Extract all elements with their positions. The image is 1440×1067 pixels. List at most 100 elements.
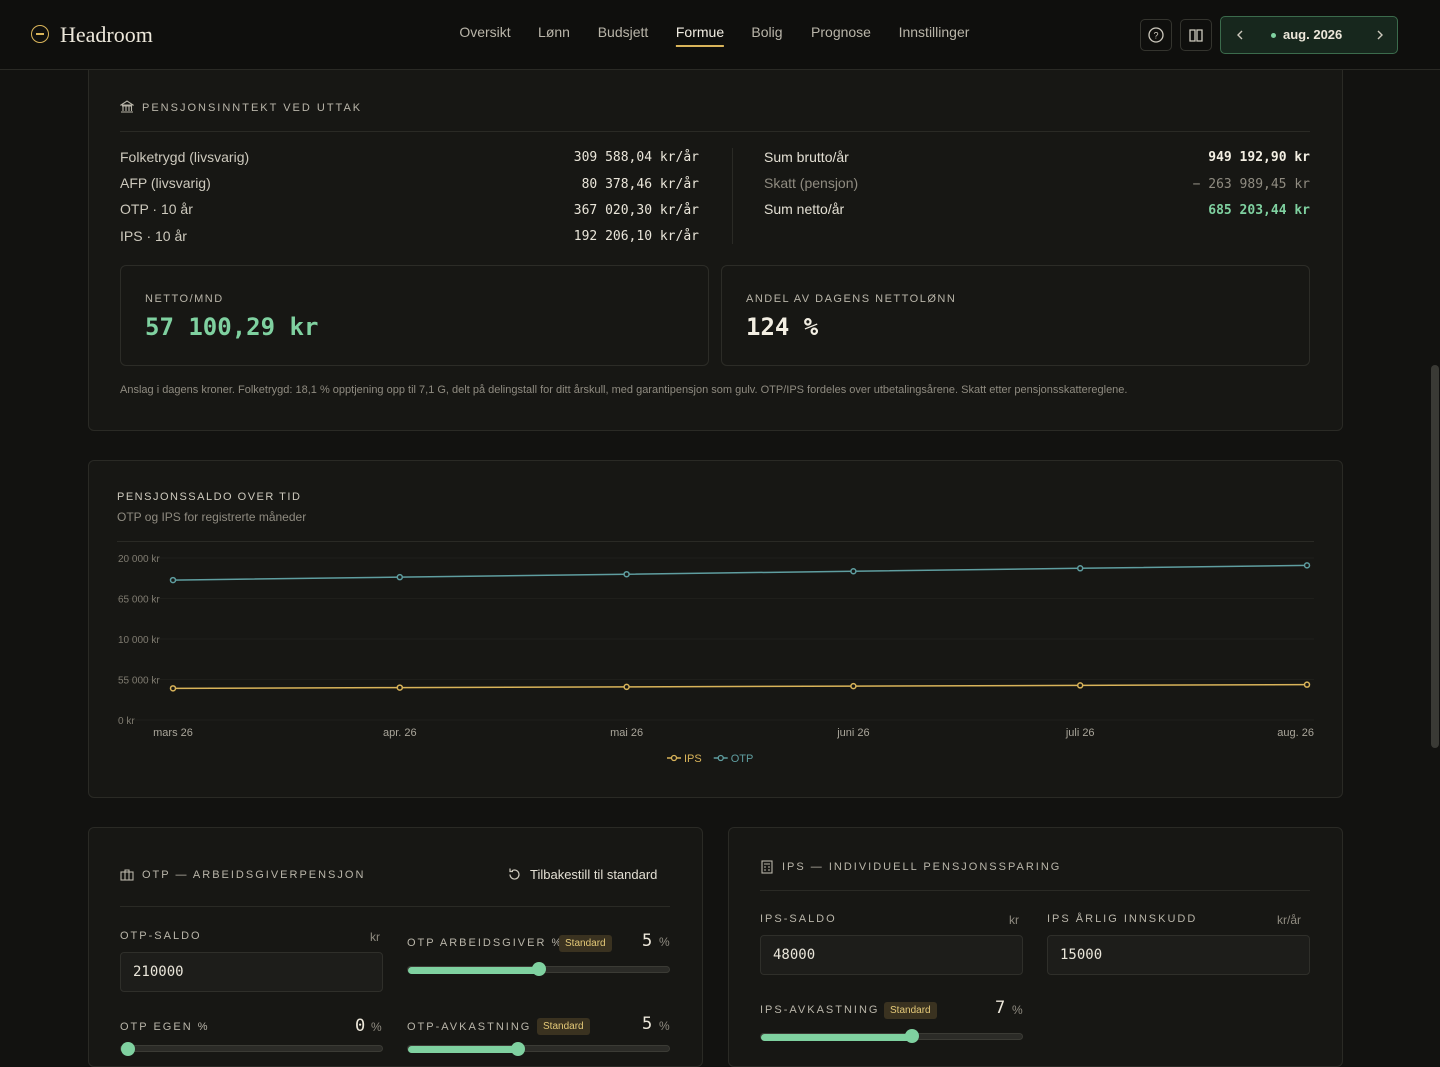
field-value: 0 [355, 1016, 366, 1036]
y-tick-label: 55 000 kr [118, 676, 160, 687]
legend-swatch [670, 754, 678, 762]
otp-saldo-input[interactable]: 210000 [120, 952, 383, 992]
next-month[interactable] [1373, 27, 1387, 43]
field-label: OTP-AVKASTNING [407, 1021, 532, 1033]
data-point [1076, 565, 1084, 572]
legend-label: OTP [731, 753, 754, 765]
default-badge: Standard [537, 1018, 590, 1035]
field-label: IPS-SALDO [760, 913, 837, 925]
x-tick-label: apr. 26 [383, 727, 417, 739]
chart-title: PENSJONSSALDO OVER TID [117, 491, 302, 503]
scrollbar-thumb[interactable] [1431, 365, 1439, 748]
field-unit: kr [1009, 913, 1019, 927]
chart-card: PENSJONSSALDO OVER TID OTP og IPS for re… [88, 460, 1343, 798]
sum-label: Skatt (pensjon) [764, 175, 859, 191]
status-dot [1271, 33, 1276, 38]
y-tick-label: 0 kr [118, 716, 135, 727]
nav-item[interactable]: Prognose [811, 24, 871, 40]
slider-track[interactable] [407, 1045, 670, 1053]
field-unit: % [659, 1019, 670, 1033]
section-title: PENSJONSINNTEKT VED UTTAK [142, 102, 363, 114]
period-picker: aug. 2026 [1220, 16, 1398, 54]
x-tick-label: mars 26 [153, 727, 193, 739]
help-button[interactable]: ? [1140, 19, 1172, 51]
bank-icon [120, 100, 134, 113]
period-label: aug. 2026 [1283, 27, 1343, 42]
slider-thumb[interactable] [511, 1042, 525, 1056]
series-line [172, 683, 1308, 690]
income-value: 367 020,30 kr/år [573, 203, 699, 218]
field-label: IPS-AVKASTNING [760, 1004, 880, 1016]
nav-item[interactable]: Lønn [538, 24, 570, 40]
series-line [172, 564, 1308, 581]
guide-button[interactable] [1180, 19, 1212, 51]
income-value: 192 206,10 kr/år [573, 229, 699, 244]
legend-label: IPS [684, 753, 702, 765]
section-title: OTP — ARBEIDSGIVERPENSJON [142, 869, 366, 881]
x-tick-label: aug. 26 [1277, 727, 1314, 739]
legend-swatch [717, 754, 724, 762]
nav-item[interactable]: Formue [675, 24, 725, 47]
field-value: 5 [642, 931, 653, 951]
brand[interactable]: Headroom [60, 22, 153, 47]
field-label: OTP ARBEIDSGIVER % [407, 937, 564, 949]
nav-item[interactable]: Budsjett [597, 24, 649, 40]
income-label: AFP (livsvarig) [120, 175, 211, 191]
field-unit: kr/år [1277, 913, 1301, 927]
field-unit: % [1012, 1003, 1023, 1017]
slider-track[interactable] [120, 1045, 383, 1052]
nav-item[interactable]: Oversikt [459, 24, 511, 40]
sum-label: Sum netto/år [764, 201, 845, 217]
divider [120, 131, 1310, 132]
stat-value: 124 % [746, 313, 819, 341]
default-badge: Standard [559, 935, 612, 952]
slider-thumb[interactable] [121, 1042, 135, 1056]
data-point [396, 684, 404, 691]
slider-thumb[interactable] [532, 962, 546, 976]
svg-text:?: ? [1153, 31, 1158, 41]
section-title: IPS — INDIVIDUELL PENSJONSSPARING [782, 861, 1062, 873]
divider [760, 890, 1310, 891]
y-tick-label: 10 000 kr [118, 635, 160, 646]
income-value: 309 588,04 kr/år [573, 150, 699, 165]
data-point [169, 576, 177, 584]
ips-saldo-input[interactable]: 48000 [760, 935, 1023, 975]
pension-income-card [88, 30, 1343, 431]
data-point [623, 570, 630, 578]
slider-thumb[interactable] [905, 1029, 919, 1043]
income-label: IPS · 10 år [120, 228, 187, 244]
field-value: 5 [642, 1014, 653, 1034]
sum-label: Sum brutto/år [764, 149, 849, 165]
data-point [1076, 682, 1084, 689]
chart: 0 kr 55 000 kr 10 000 kr 65 000 kr 20 000 kr… [117, 554, 1314, 765]
prev-month[interactable] [1233, 27, 1247, 43]
income-label: OTP · 10 år [120, 201, 193, 217]
nav-item[interactable]: Innstillinger [898, 24, 970, 40]
data-point [396, 573, 404, 581]
y-tick-label: 65 000 kr [118, 595, 160, 606]
field-unit: kr [370, 930, 380, 944]
slider-fill [408, 967, 540, 974]
data-point [850, 682, 857, 690]
data-point [850, 568, 857, 575]
logo [31, 25, 49, 43]
reset-button[interactable]: Tilbakestill til standard [530, 867, 658, 882]
data-point [623, 683, 630, 691]
help-icon: ? [1148, 27, 1164, 43]
nav-item[interactable]: Bolig [751, 24, 783, 40]
divider [117, 541, 1314, 542]
stat-value: 57 100,29 kr [145, 313, 319, 341]
field-label: OTP EGEN % [120, 1021, 210, 1033]
footnote: Anslag i dagens kroner. Folketrygd: 18,1… [120, 384, 1128, 396]
data-point [169, 685, 177, 692]
ips-innskudd-input[interactable]: 15000 [1047, 935, 1310, 975]
stat-box: ANDEL AV DAGENS NETTOLØNN 124 % [721, 265, 1310, 366]
slider-track[interactable] [760, 1033, 1023, 1041]
income-value: 80 378,46 kr/år [581, 177, 699, 192]
y-tick-label: 20 000 kr [118, 554, 160, 565]
field-value: 7 [995, 998, 1006, 1018]
data-point [1303, 681, 1311, 688]
slider-fill [761, 1034, 913, 1041]
x-tick-label: mai 26 [610, 727, 643, 739]
